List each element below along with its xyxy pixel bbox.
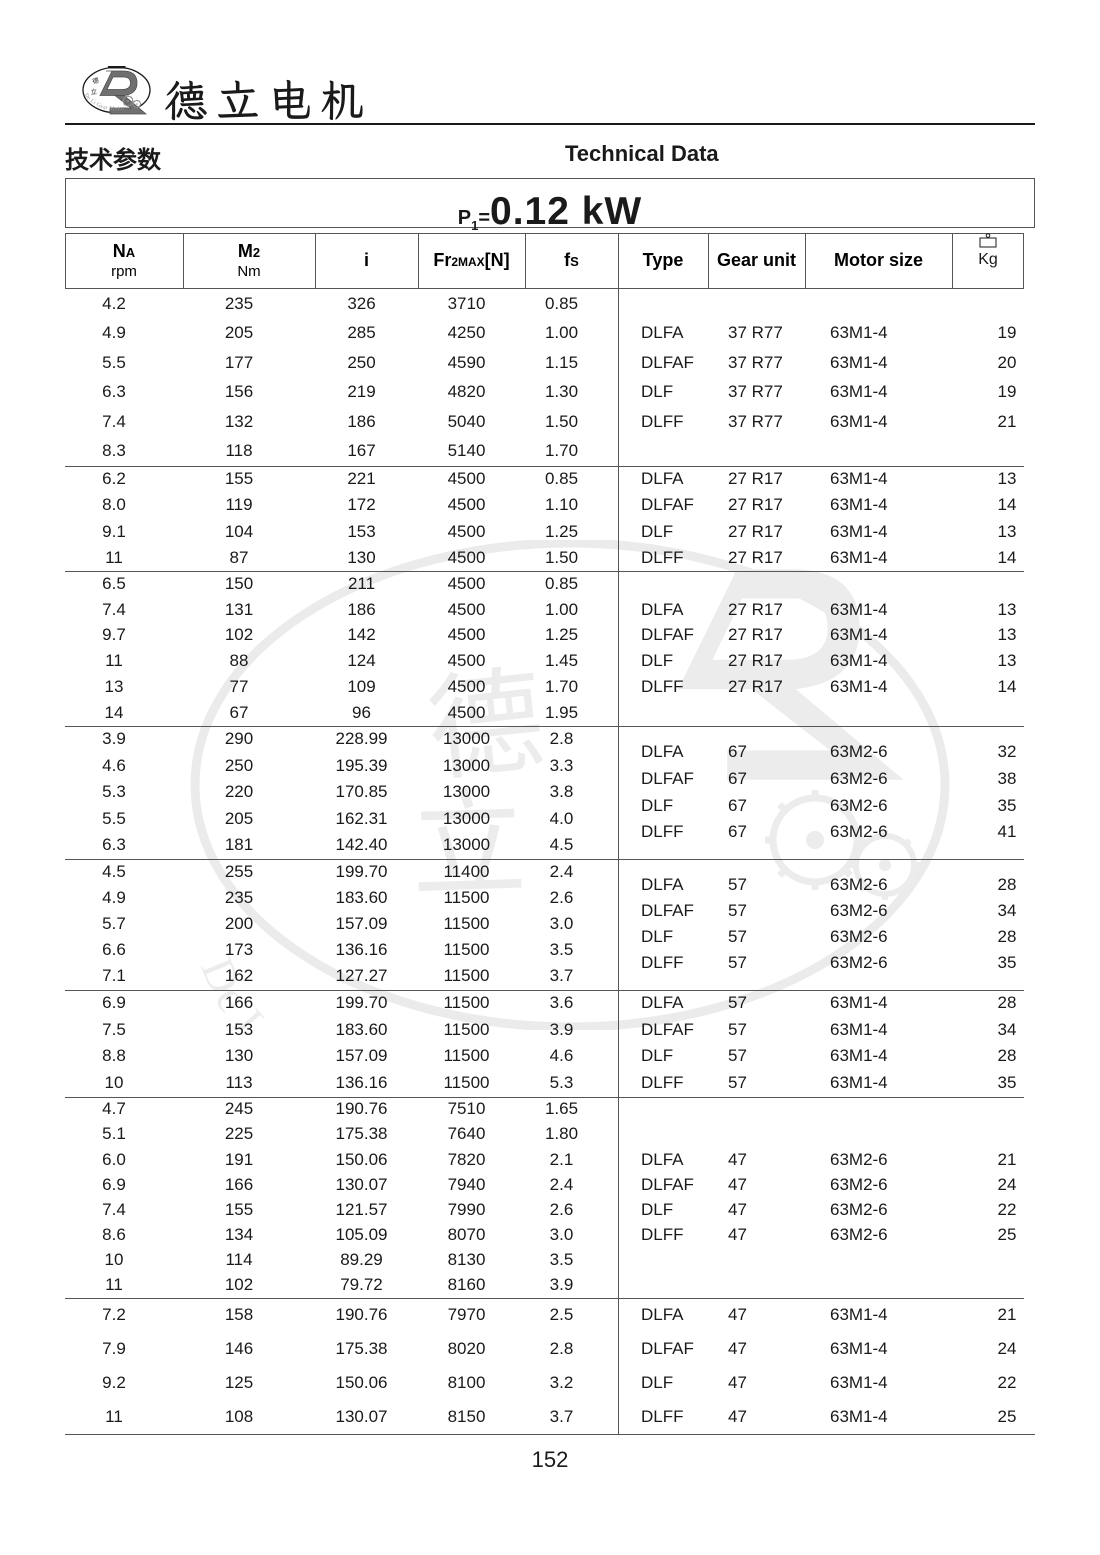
svg-text:德: 德 [91, 75, 100, 85]
svg-text:立: 立 [90, 87, 98, 96]
